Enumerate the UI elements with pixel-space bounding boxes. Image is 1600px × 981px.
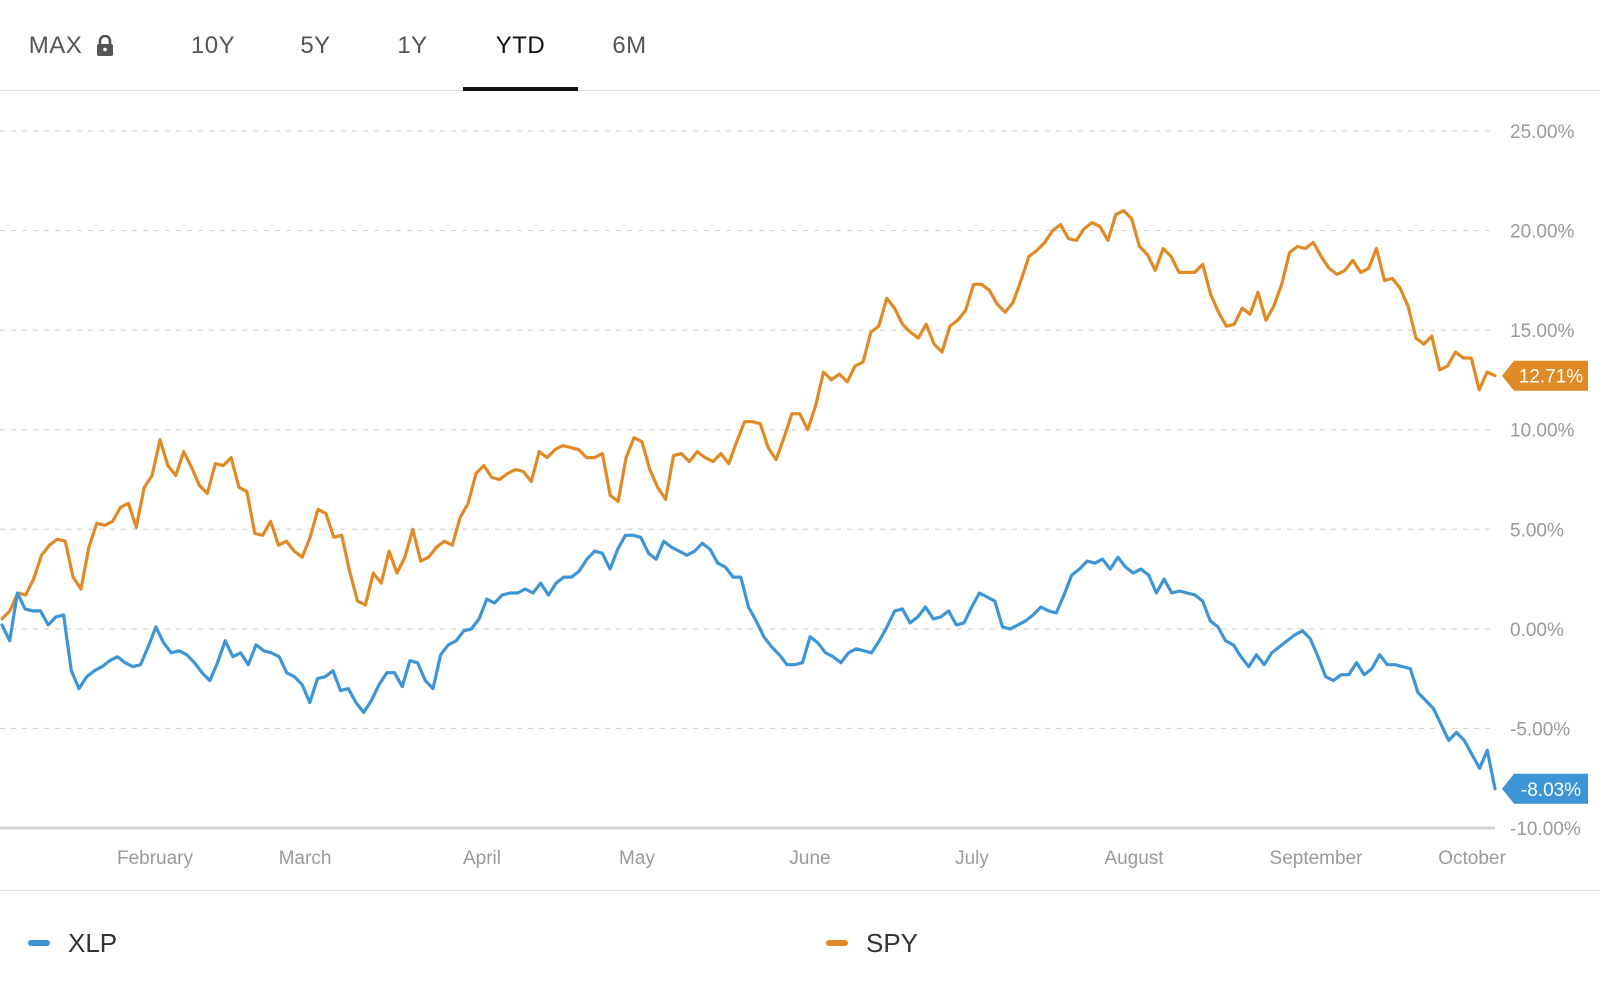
y-tick-label: 25.00%: [1510, 122, 1575, 143]
y-tick-label: 10.00%: [1510, 421, 1575, 442]
legend-xlp-swatch: [28, 940, 50, 946]
performance-chart: 25.00% 20.00% 15.00% 10.00% 5.00% 0.00% -5.00%…: [0, 122, 1588, 869]
y-axis-labels: 25.00% 20.00% 15.00% 10.00% 5.00% 0.00% -5.00%…: [1510, 122, 1581, 840]
tab-6m-label: 6M: [612, 31, 647, 59]
end-label-text: -8.03%: [1521, 780, 1581, 801]
legend-spy-label: SPY: [866, 927, 919, 958]
legend-spy[interactable]: SPY: [826, 926, 918, 960]
series-lines: [0, 209, 1497, 791]
legend-spy-swatch: [826, 940, 848, 946]
legend-divider: [0, 890, 1600, 891]
x-tick-label: June: [789, 848, 830, 869]
x-tick-label: July: [955, 848, 989, 869]
x-tick-label: August: [1104, 848, 1164, 869]
grid-lines: [0, 130, 1495, 830]
tab-5y-label: 5Y: [300, 31, 331, 59]
tab-5y[interactable]: 5Y: [278, 0, 353, 91]
y-tick-label: 20.00%: [1510, 222, 1575, 243]
series-line-xlp: [0, 533, 1497, 791]
y-tick-label: 5.00%: [1510, 520, 1564, 541]
x-axis-labels: February March April May June July August Septe…: [117, 848, 1506, 869]
x-tick-label: April: [463, 848, 501, 869]
x-tick-label: May: [619, 848, 655, 869]
range-tabs: MAX 10Y 5Y 1Y YTD 6M: [0, 0, 1600, 91]
tab-max[interactable]: MAX: [14, 0, 129, 91]
x-tick-label: February: [117, 848, 194, 869]
tab-10y[interactable]: 10Y: [168, 0, 258, 91]
end-label-bg: [1502, 773, 1588, 804]
lock-icon: [96, 34, 114, 57]
y-tick-label: 15.00%: [1510, 321, 1575, 342]
end-label-xlp: -8.03%: [1502, 773, 1588, 804]
y-tick-label: -5.00%: [1510, 719, 1570, 740]
end-label-text: 12.71%: [1519, 367, 1584, 388]
legend-xlp[interactable]: XLP: [28, 926, 117, 960]
x-tick-label: March: [279, 848, 332, 869]
y-tick-label: -10.00%: [1510, 819, 1581, 840]
tab-1y-label: 1Y: [397, 31, 428, 59]
end-label-spy: 12.71%: [1502, 360, 1588, 391]
tab-ytd[interactable]: YTD: [463, 0, 578, 91]
x-tick-label: September: [1270, 848, 1364, 869]
tab-10y-label: 10Y: [190, 31, 236, 59]
y-tick-label: 0.00%: [1510, 620, 1564, 641]
tab-1y[interactable]: 1Y: [375, 0, 450, 91]
end-label-bg: [1502, 360, 1588, 391]
tab-max-label: MAX: [28, 31, 83, 59]
tab-ytd-label: YTD: [495, 31, 546, 59]
legend-xlp-label: XLP: [68, 927, 118, 958]
x-tick-label: October: [1438, 848, 1506, 869]
end-value-labels: -8.03% 12.71%: [1502, 360, 1588, 804]
series-line-spy: [0, 209, 1497, 621]
tab-6m[interactable]: 6M: [592, 0, 667, 91]
